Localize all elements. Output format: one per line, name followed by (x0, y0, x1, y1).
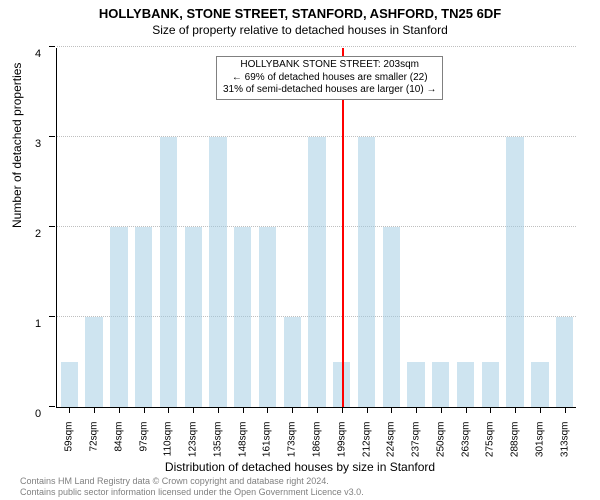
x-tick (69, 407, 70, 413)
bar (209, 137, 226, 407)
x-tick (490, 407, 491, 413)
bar (284, 317, 301, 407)
x-tick (367, 407, 368, 413)
reference-line (342, 48, 344, 407)
bar (556, 317, 573, 407)
x-tick (466, 407, 467, 413)
y-tick (49, 46, 55, 47)
bar (506, 137, 523, 407)
y-tick (49, 316, 55, 317)
x-tick (267, 407, 268, 413)
footer-line1: Contains HM Land Registry data © Crown c… (20, 476, 364, 487)
x-tick (218, 407, 219, 413)
bar (383, 227, 400, 407)
bar (234, 227, 251, 407)
x-axis-title: Distribution of detached houses by size … (0, 460, 600, 474)
x-tick (565, 407, 566, 413)
bar (259, 227, 276, 407)
y-tick (49, 136, 55, 137)
chart-title: HOLLYBANK, STONE STREET, STANFORD, ASHFO… (0, 0, 600, 21)
x-tick (391, 407, 392, 413)
bar (407, 362, 424, 407)
plot-area: 0123459sqm72sqm84sqm97sqm110sqm123sqm135… (56, 48, 576, 408)
chart-container: HOLLYBANK, STONE STREET, STANFORD, ASHFO… (0, 0, 600, 500)
bar (135, 227, 152, 407)
bar (358, 137, 375, 407)
x-tick (94, 407, 95, 413)
bar (110, 227, 127, 407)
annotation-line2: ← 69% of detached houses are smaller (22… (223, 72, 436, 85)
bar (482, 362, 499, 407)
x-tick (515, 407, 516, 413)
x-tick (144, 407, 145, 413)
bar (432, 362, 449, 407)
x-tick (441, 407, 442, 413)
bar (185, 227, 202, 407)
bar (160, 137, 177, 407)
chart-subtitle: Size of property relative to detached ho… (0, 21, 600, 37)
x-tick (193, 407, 194, 413)
y-axis-title: Number of detached properties (10, 63, 24, 228)
bar (531, 362, 548, 407)
y-tick (49, 406, 55, 407)
x-tick (342, 407, 343, 413)
footer-line2: Contains public sector information licen… (20, 487, 364, 498)
footer: Contains HM Land Registry data © Crown c… (20, 476, 364, 498)
y-tick (49, 226, 55, 227)
annotation-line1: HOLLYBANK STONE STREET: 203sqm (223, 59, 436, 72)
bar (61, 362, 78, 407)
bar (308, 137, 325, 407)
x-tick (317, 407, 318, 413)
chart-area: 0123459sqm72sqm84sqm97sqm110sqm123sqm135… (56, 48, 576, 408)
annotation-box: HOLLYBANK STONE STREET: 203sqm ← 69% of … (216, 56, 443, 100)
x-tick (292, 407, 293, 413)
x-tick (119, 407, 120, 413)
bar (85, 317, 102, 407)
gridline (57, 46, 576, 47)
annotation-line3: 31% of semi-detached houses are larger (… (223, 84, 436, 97)
x-tick (540, 407, 541, 413)
x-tick (168, 407, 169, 413)
bar (457, 362, 474, 407)
x-tick (416, 407, 417, 413)
x-tick (243, 407, 244, 413)
